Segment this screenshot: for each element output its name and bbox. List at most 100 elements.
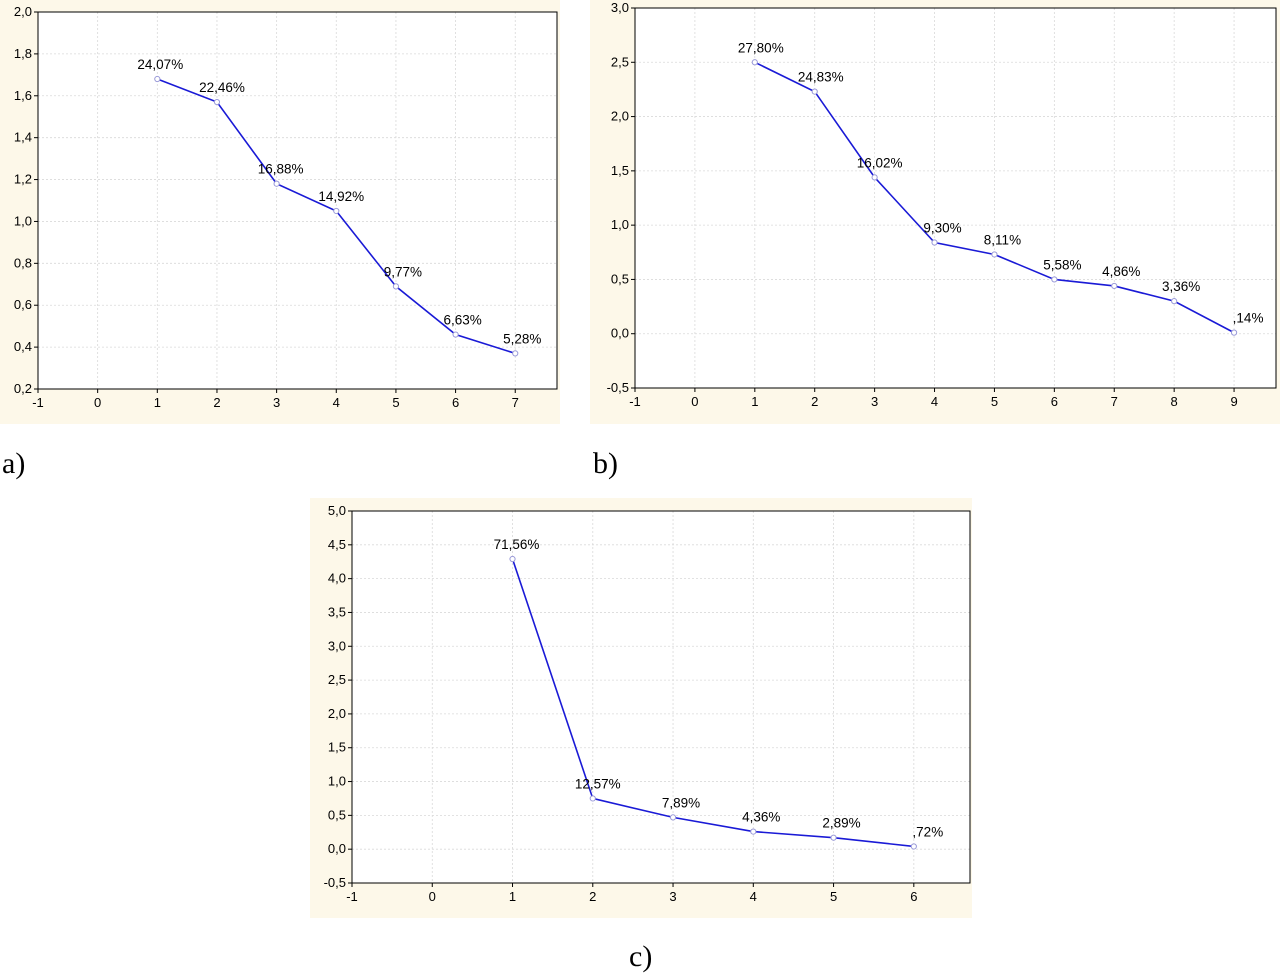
data-label: 12,57% [575, 776, 621, 791]
data-point [452, 331, 459, 338]
data-label: 24,07% [137, 57, 183, 72]
x-tick-label: 4 [931, 394, 938, 409]
y-tick-label: 1,5 [328, 740, 346, 755]
data-point [910, 843, 917, 850]
x-tick-label: 2 [589, 889, 596, 904]
y-tick-label: 2,5 [328, 672, 346, 687]
x-tick-label: 4 [333, 395, 340, 410]
data-label: 22,46% [199, 80, 245, 95]
data-point [392, 283, 400, 290]
data-label: ,72% [912, 824, 943, 839]
x-tick-label: 1 [751, 394, 758, 409]
y-tick-label: 2,5 [611, 54, 629, 69]
y-tick-label: 1,0 [328, 774, 346, 789]
y-tick-label: 1,4 [14, 130, 32, 145]
x-tick-label: 6 [452, 395, 459, 410]
data-point [750, 828, 757, 835]
data-point [1051, 276, 1058, 283]
data-label: 4,86% [1102, 264, 1140, 279]
x-tick-label: 3 [273, 395, 280, 410]
plot-area [352, 511, 970, 883]
y-tick-label: 3,5 [328, 604, 346, 619]
y-tick-label: 2,0 [14, 4, 32, 19]
x-tick-label: 4 [750, 889, 757, 904]
y-tick-label: 4,0 [328, 571, 346, 586]
data-point [333, 207, 340, 215]
data-label: 71,56% [494, 537, 540, 552]
x-tick-label: 5 [991, 394, 998, 409]
y-tick-label: 3,0 [328, 638, 346, 653]
x-tick-label: 6 [910, 889, 917, 904]
data-label: ,14% [1233, 311, 1264, 326]
y-tick-label: 1,6 [14, 88, 32, 103]
chart-b: -0,5 0,0 0,5 1,0 1,5 2,0 2,5 3,0 -1 0 1 2 3 4 5 6 7 8 9 27,… [590, 0, 1280, 424]
y-tick-label: -0,5 [607, 380, 629, 395]
data-point [871, 174, 878, 181]
x-tick-label: 1 [509, 889, 516, 904]
y-tick-label: 1,0 [611, 217, 629, 232]
x-tick-label: 7 [512, 395, 519, 410]
y-tick-label: 0,8 [14, 255, 32, 270]
data-label: 7,89% [662, 795, 700, 810]
chart-panel-b: -0,5 0,0 0,5 1,0 1,5 2,0 2,5 3,0 -1 0 1 2 3 4 5 6 7 8 9 27,… [590, 0, 1280, 424]
data-label: 8,11% [984, 232, 1021, 247]
x-tick-label: 0 [691, 394, 698, 409]
data-label: 9,77% [384, 264, 422, 279]
chart-a: 0,2 0,4 0,6 0,8 1,0 1,2 1,4 1,6 1,8 2,0 -1 0 1 2 3 4 5 6 7… [0, 0, 560, 424]
plot-frame [37, 11, 558, 390]
data-label: 16,02% [857, 155, 903, 170]
y-tick-label: 4,5 [328, 537, 346, 552]
x-tick-label: -1 [346, 889, 358, 904]
y-tick-label: 0,0 [328, 841, 346, 856]
data-point [991, 251, 998, 258]
data-point [589, 795, 596, 802]
panel-label-b: b) [593, 447, 618, 480]
y-tick-label: 0,6 [14, 297, 32, 312]
x-tick-label: 6 [1051, 394, 1058, 409]
data-label: 5,28% [503, 331, 541, 346]
chart-c: -0,5 0,0 0,5 1,0 1,5 2,0 2,5 3,0 3,5 4,0 4,5 5,0 -1 0… [310, 498, 972, 918]
y-tick-label: 1,8 [14, 46, 32, 61]
y-tick-label: 1,2 [14, 172, 32, 187]
y-tick-label: 0,5 [611, 271, 629, 286]
y-tick-label: 1,5 [611, 163, 629, 178]
data-point [509, 555, 516, 563]
y-tick-label: 2,0 [328, 706, 346, 721]
x-tick-label: -1 [629, 394, 641, 409]
x-tick-label: 5 [830, 889, 837, 904]
x-tick-label: 0 [94, 395, 101, 410]
data-label: 24,83% [798, 70, 844, 85]
y-tick-label: 0,2 [14, 381, 32, 396]
y-tick-label: 0,4 [14, 339, 32, 354]
data-point [931, 239, 938, 246]
data-point [512, 350, 519, 357]
data-label: 27,80% [738, 40, 784, 55]
series-line [511, 558, 914, 848]
x-tick-label: 0 [429, 889, 436, 904]
panel-label-a: a) [2, 447, 26, 480]
y-tick-label: 0,5 [328, 807, 346, 822]
plot-area [38, 12, 557, 389]
x-tick-label: 2 [213, 395, 220, 410]
x-tick-label: 3 [669, 889, 676, 904]
y-tick-label: 1,0 [14, 213, 32, 228]
plot-frame [351, 510, 971, 884]
data-point [830, 834, 837, 841]
data-point [1230, 329, 1238, 336]
y-tick-label: 5,0 [328, 503, 346, 518]
data-point [1171, 298, 1178, 305]
x-tick-label: 3 [871, 394, 878, 409]
x-tick-label: 7 [1111, 394, 1118, 409]
chart-panel-a: 0,2 0,4 0,6 0,8 1,0 1,2 1,4 1,6 1,8 2,0 -1 0 1 2 3 4 5 6 7… [0, 0, 560, 424]
data-label: 2,89% [822, 816, 860, 831]
data-point [273, 180, 280, 187]
data-label: 16,88% [258, 162, 304, 177]
data-label: 5,58% [1043, 257, 1081, 272]
plot-frame [634, 7, 1277, 389]
data-point [811, 88, 818, 95]
data-point [1111, 282, 1118, 290]
x-tick-label: 2 [811, 394, 818, 409]
x-tick-label: 9 [1230, 394, 1237, 409]
panel-label-c: c) [629, 940, 653, 973]
data-point [751, 59, 758, 66]
